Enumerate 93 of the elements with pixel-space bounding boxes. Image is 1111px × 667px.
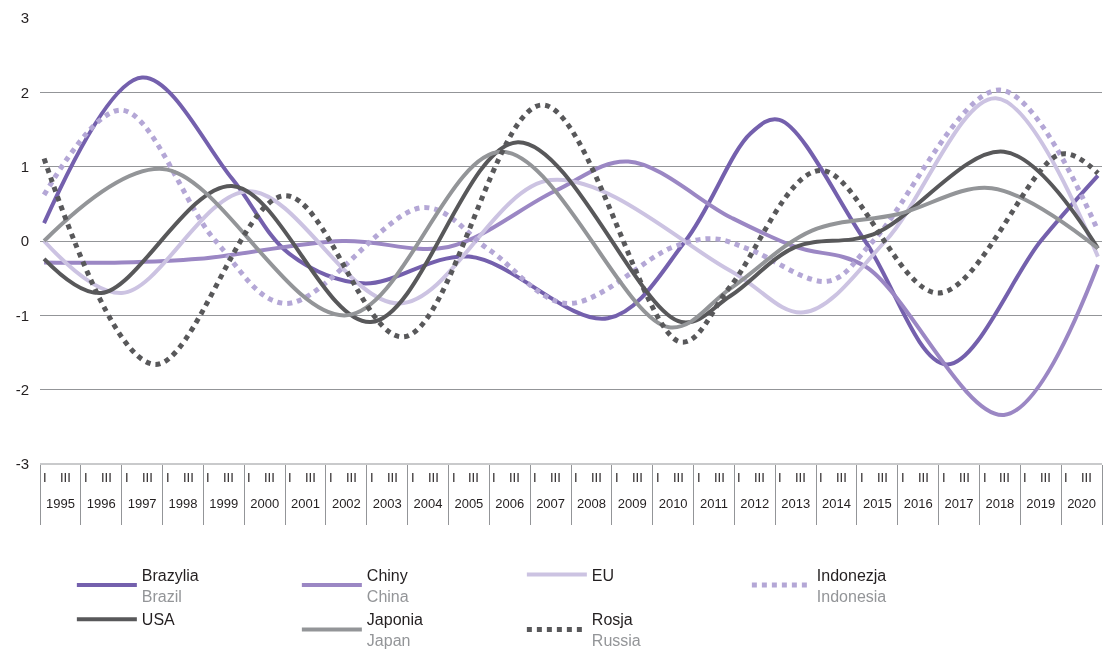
x-tick-label: 2000 (250, 496, 280, 511)
text: III (673, 470, 684, 485)
x-tick-label: 2017 (944, 496, 974, 511)
x-tick-label: 2004 (413, 496, 443, 511)
legend-label: Chiny China (366, 566, 409, 605)
x-tick-label: 2011 (699, 496, 728, 511)
text: I (1064, 470, 1068, 485)
x-tick-label: 2015 (862, 496, 892, 511)
text: III (877, 470, 888, 485)
text: III (550, 470, 561, 485)
text: I (125, 470, 129, 485)
x-tick-label: 2016 (903, 496, 933, 511)
text: I (697, 470, 701, 485)
x-tick-label: 2014 (822, 496, 851, 511)
x-tick-label: 2019 (1026, 496, 1056, 511)
x-tick-label: 2008 (576, 496, 606, 511)
text: I (983, 470, 987, 485)
x-tick-label: 2002 (331, 496, 361, 511)
text: I (411, 470, 415, 485)
text: III (918, 470, 929, 485)
x-tick-label: 1995 (45, 496, 75, 511)
text: I (206, 470, 210, 485)
text: I (1023, 470, 1027, 485)
y-tick-label: 3 (20, 9, 29, 27)
text: I (778, 470, 782, 485)
text: III (101, 470, 112, 485)
line-series (42, 159, 1100, 417)
x-tick-label: 2006 (495, 496, 525, 511)
text: I (656, 470, 660, 485)
x-tick-label: 2001 (291, 496, 320, 511)
text: I (84, 470, 88, 485)
legend-label: EU (591, 566, 615, 584)
text: III (1081, 470, 1092, 485)
y-tick-label: 0 (20, 232, 29, 250)
text: III (632, 470, 643, 485)
text: I (819, 470, 823, 485)
text: I (737, 470, 741, 485)
text: I (288, 470, 292, 485)
x-tick-label: 1997 (127, 496, 157, 511)
x-tick-label: 1998 (168, 496, 198, 511)
text: III (346, 470, 357, 485)
text: III (305, 470, 316, 485)
text: III (795, 470, 806, 485)
text: III (836, 470, 847, 485)
text: I (860, 470, 864, 485)
x-tick-label: 2018 (985, 496, 1015, 511)
x-tick-label: 2020 (1067, 496, 1097, 511)
text: I (247, 470, 251, 485)
x-tick-label: 2013 (781, 496, 811, 511)
y-tick-label: -3 (15, 455, 29, 473)
text: III (387, 470, 398, 485)
text: I (901, 470, 905, 485)
x-tick-label: 1996 (86, 496, 116, 511)
text: III (183, 470, 194, 485)
text: I (329, 470, 333, 485)
text: III (959, 470, 970, 485)
x-tick-label: 2010 (658, 496, 688, 511)
text: I (492, 470, 496, 485)
text: III (428, 470, 439, 485)
legend-label: USA (141, 611, 176, 629)
text: III (468, 470, 479, 485)
text: III (754, 470, 765, 485)
text: III (509, 470, 520, 485)
text: III (264, 470, 275, 485)
text: I (942, 470, 946, 485)
text: I (370, 470, 374, 485)
text: III (1040, 470, 1051, 485)
y-tick-label: 2 (20, 83, 29, 101)
legend-label: Japonia Japan (366, 611, 424, 650)
legend-label: Brazylia Brazil (141, 566, 199, 605)
x-tick-label: 2003 (372, 496, 402, 511)
text: III (591, 470, 602, 485)
x-tick-label: 2007 (536, 496, 566, 511)
legend-label: Rosja Russia (591, 611, 641, 650)
text: I (452, 470, 456, 485)
x-tick-label: 2009 (617, 496, 647, 511)
text: I (615, 470, 619, 485)
text: I (533, 470, 537, 485)
text: III (223, 470, 234, 485)
y-tick-label: -1 (15, 306, 29, 324)
text: III (999, 470, 1010, 485)
text: III (60, 470, 71, 485)
text: I (574, 470, 578, 485)
legend-label: Indonezja Indonesia (816, 566, 887, 605)
y-tick-label: 1 (20, 157, 29, 175)
x-tick-label: 2005 (454, 496, 484, 511)
text: III (142, 470, 153, 485)
text: I (43, 470, 47, 485)
text: III (714, 470, 725, 485)
x-tick-label: 2012 (740, 496, 770, 511)
y-tick-label: -2 (15, 380, 29, 398)
x-tick-label: 1999 (209, 496, 239, 511)
text: I (166, 470, 170, 485)
